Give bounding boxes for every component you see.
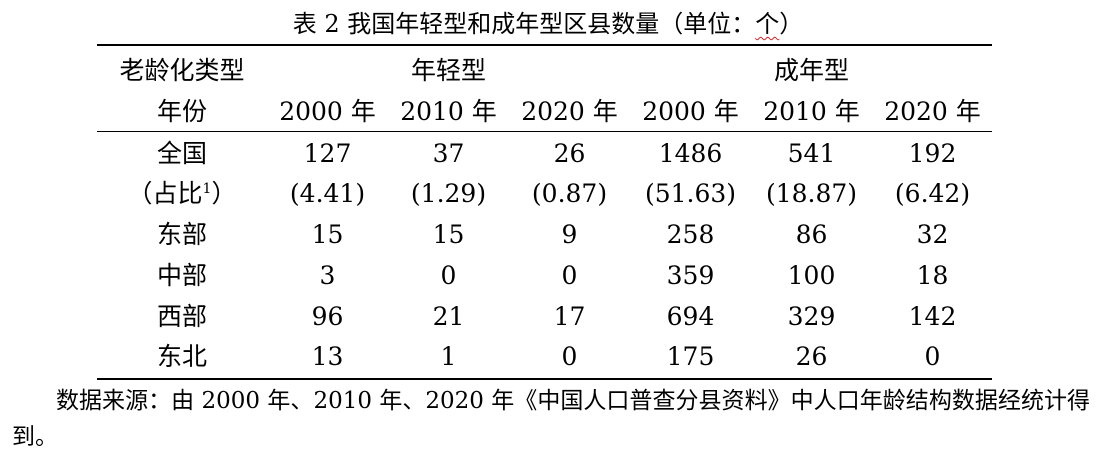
table-cell: 96 <box>311 302 344 331</box>
header-aging-type: 老龄化类型 <box>119 56 245 85</box>
table-cell: 0 <box>561 261 578 290</box>
table-cell: 100 <box>787 261 836 290</box>
header-year: 2000 年 <box>642 97 739 126</box>
table-header-rule <box>97 131 992 132</box>
table-cell: 13 <box>311 342 344 371</box>
data-source-note: 数据来源：由 2000 年、2010 年、2020 年《中国人口普查分县资料》中… <box>12 388 1090 450</box>
header-group-young: 年轻型 <box>410 56 486 85</box>
table-cell: 694 <box>666 302 715 331</box>
header-year: 2020 年 <box>521 97 618 126</box>
table-cell: 32 <box>916 220 949 249</box>
table-cell: 18 <box>916 261 949 290</box>
table-cell: 175 <box>666 342 715 371</box>
table-caption-text: 表 2 我国年轻型和成年型区县数量（单位： <box>292 10 756 38</box>
table-cell: 0 <box>440 261 457 290</box>
table-caption: 表 2 我国年轻型和成年型区县数量（单位：个） <box>0 8 1096 40</box>
table-cell: (1.29) <box>410 179 487 208</box>
table-cell: 15 <box>311 220 344 249</box>
row-label-east: 东部 <box>156 220 207 249</box>
table-cell: 1486 <box>658 139 723 168</box>
table-bottom-rule <box>97 378 992 380</box>
table-cell: 192 <box>908 139 957 168</box>
header-year: 2010 年 <box>763 97 860 126</box>
table-cell: (18.87) <box>765 179 858 208</box>
row-label-central: 中部 <box>156 261 207 290</box>
table-cell: 37 <box>432 139 465 168</box>
row-label-national: 全国 <box>156 139 207 168</box>
table-cell: 26 <box>795 342 828 371</box>
table-cell: 541 <box>787 139 836 168</box>
table-cell: 0 <box>561 342 578 371</box>
table-cell: (6.42) <box>894 179 971 208</box>
header-year: 2020 年 <box>884 97 981 126</box>
row-label-west: 西部 <box>156 302 207 331</box>
table-cell: 359 <box>666 261 715 290</box>
table-cell: 17 <box>553 302 586 331</box>
table-cell: 9 <box>561 220 578 249</box>
table-cell: 15 <box>432 220 465 249</box>
header-group-adult: 成年型 <box>773 56 849 85</box>
footnote-marker: 1 <box>202 181 212 197</box>
row-label-share-close: ） <box>211 179 237 208</box>
table-cell: (4.41) <box>289 179 366 208</box>
table-cell: (51.63) <box>644 179 737 208</box>
header-year: 2010 年 <box>400 97 497 126</box>
row-label-share: （占比1） <box>97 174 267 214</box>
table-caption-close: ） <box>779 10 804 38</box>
table-cell: 26 <box>553 139 586 168</box>
table-caption-unit: 个 <box>755 10 780 38</box>
table-cell: (0.87) <box>531 179 608 208</box>
table-cell: 21 <box>432 302 465 331</box>
table-cell: 258 <box>666 220 715 249</box>
header-year-label: 年份 <box>156 97 207 126</box>
header-year: 2000 年 <box>279 97 376 126</box>
table-cell: 1 <box>440 342 457 371</box>
row-label-share-text: （占比 <box>127 179 203 208</box>
table-cell: 127 <box>303 139 352 168</box>
table-cell: 329 <box>787 302 836 331</box>
row-label-northeast: 东北 <box>156 342 207 371</box>
table-cell: 3 <box>319 261 336 290</box>
table-cell: 86 <box>795 220 828 249</box>
table-top-rule <box>97 44 992 46</box>
table-cell: 0 <box>924 342 941 371</box>
table-cell: 142 <box>908 302 957 331</box>
